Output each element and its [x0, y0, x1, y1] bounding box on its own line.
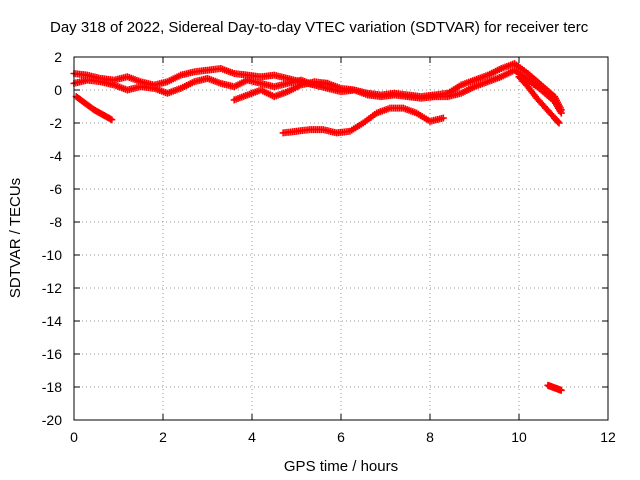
- data-point: [557, 386, 565, 394]
- y-tick-label: 2: [54, 49, 62, 65]
- series-track-2: [70, 66, 565, 117]
- x-tick-label: 0: [70, 429, 78, 445]
- grid-lines: [74, 57, 608, 420]
- axis-ticks: 0 2 4 6 8 10 12 2 0 -2 -4 -6 -8 -10 -12 -14 -16 -18 -20: [42, 49, 616, 445]
- y-tick-label: 0: [54, 82, 62, 98]
- data-point: [555, 119, 563, 127]
- data-layer: [70, 60, 565, 394]
- y-axis-label: SDTVAR / TECUs: [7, 178, 24, 298]
- y-tick-label: -10: [42, 247, 62, 263]
- data-point: [439, 114, 447, 122]
- series-track-3: [72, 93, 116, 124]
- series-track-7: [544, 381, 565, 394]
- x-tick-label: 8: [426, 429, 434, 445]
- y-tick-label: -12: [42, 280, 62, 296]
- y-tick-label: -18: [42, 379, 62, 395]
- data-point: [108, 116, 116, 124]
- y-tick-label: -14: [42, 313, 62, 329]
- y-tick-label: -2: [50, 115, 63, 131]
- y-tick-label: -4: [50, 148, 63, 164]
- x-tick-label: 2: [159, 429, 167, 445]
- series-track-4: [279, 104, 447, 137]
- y-tick-label: -8: [50, 214, 63, 230]
- y-tick-label: -6: [50, 181, 63, 197]
- x-tick-label: 6: [337, 429, 345, 445]
- x-tick-label: 4: [248, 429, 256, 445]
- y-tick-label: -16: [42, 346, 62, 362]
- x-tick-label: 10: [511, 429, 527, 445]
- series-track-6: [515, 73, 563, 127]
- x-tick-label: 12: [600, 429, 616, 445]
- y-tick-label: -20: [42, 412, 62, 428]
- chart-title: Day 318 of 2022, Sidereal Day-to-day VTE…: [50, 19, 589, 36]
- data-point: [557, 109, 565, 117]
- data-point: [324, 79, 332, 87]
- series-track-5: [230, 78, 332, 104]
- x-axis-label: GPS time / hours: [284, 458, 398, 475]
